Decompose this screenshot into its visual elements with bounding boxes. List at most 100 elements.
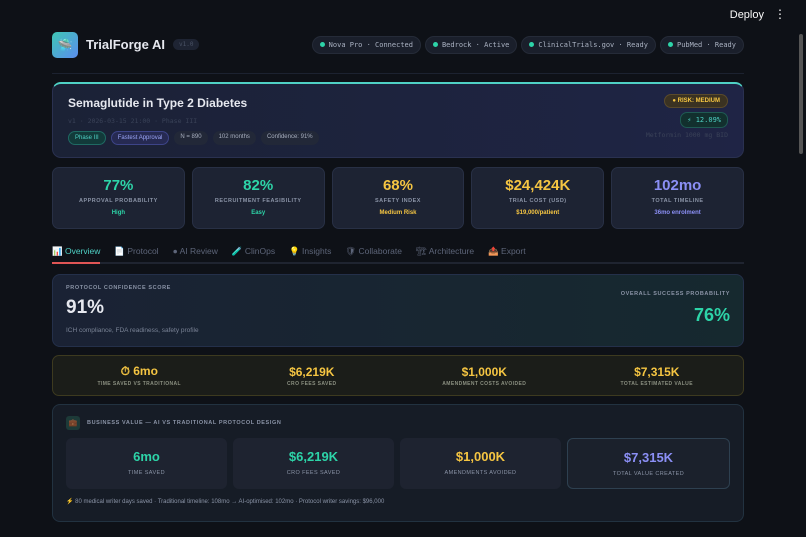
savings-banner: ⏱ 6mo TIME SAVED VS TRADITIONAL $6,219K CRO… [52, 355, 744, 396]
kpi-label: RECRUITMENT FEASIBILITY [214, 198, 302, 204]
savings-item: $6,219K CRO FEES SAVED [226, 365, 399, 387]
business-label: CRO FEES SAVED [286, 470, 341, 476]
savings-label: TIME SAVED VS TRADITIONAL [97, 381, 182, 387]
kpi-value: 77% [103, 177, 134, 194]
business-label: TOTAL VALUE CREATED [612, 471, 685, 477]
more-menu-icon[interactable]: ⋮ [774, 7, 786, 21]
tab-collaborate[interactable]: 🛡 Collaborate [345, 246, 402, 257]
business-value-card: 6mo TIME SAVED [66, 438, 227, 489]
tag-confidence: Confidence: 91% [260, 131, 319, 145]
trial-summary-card: Semaglutide in Type 2 Diabetes v1 · 2026… [52, 82, 744, 158]
business-value: $6,219K [288, 449, 339, 464]
status-text: PubMed · Ready [676, 40, 736, 49]
tab-label: Export [501, 246, 526, 256]
confidence-label: PROTOCOL CONFIDENCE SCORE [66, 285, 171, 291]
savings-item: ⏱ 6mo TIME SAVED VS TRADITIONAL [53, 364, 226, 387]
savings-value: ⏱ 6mo [120, 364, 158, 378]
savings-value: $6,219K [289, 364, 335, 379]
business-label: AMENDMENTS AVOIDED [444, 470, 517, 476]
tab-icon: ● [172, 246, 178, 256]
kpi-card: 82% RECRUITMENT FEASIBILITY Easy [191, 167, 325, 229]
tag-phase: Phase III [68, 131, 106, 145]
kpi-label: APPROVAL PROBABILITY [78, 198, 158, 204]
tab-clinops[interactable]: 🧪 ClinOps [232, 246, 275, 257]
status-dot-icon [529, 42, 535, 47]
business-value-panel: 💼 BUSINESS VALUE — AI VS TRADITIONAL PRO… [52, 404, 744, 522]
tab-label: Overview [64, 246, 101, 256]
confidence-description: ICH compliance, FDA readiness, safety pr… [66, 327, 199, 334]
status-pills: Nova Pro · Connected Bedrock · Active Cl… [311, 35, 744, 54]
risk-badge: ● RISK: MEDIUM [664, 94, 728, 108]
app-header: 🛸 TrialForge AI v1.0 Nova Pro · Connecte… [52, 30, 744, 74]
kpi-value: 68% [382, 177, 413, 194]
tag-strategy: Fastest Approval [110, 131, 170, 145]
business-value-card: $7,315K TOTAL VALUE CREATED [567, 438, 730, 489]
tab-icon: 📤 [488, 246, 499, 256]
tab-label: Architecture [428, 246, 475, 256]
tab-ai-review[interactable]: ● AI Review [173, 246, 218, 257]
app-toolbar: Deploy ⋮ [0, 0, 806, 30]
comparator-text: Metformin 1000 mg BID [645, 131, 728, 139]
status-text: Bedrock · Active [441, 40, 510, 49]
status-pill: ClinicalTrials.gov · Ready [521, 35, 656, 54]
business-footnote: ⚡ 80 medical writer days saved · Traditi… [66, 499, 385, 505]
tab-insights[interactable]: 💡 Insights [289, 246, 331, 257]
kpi-label: TOTAL TIMELINE [651, 198, 704, 204]
kpi-row: 77% APPROVAL PROBABILITY High 82% RECRUITMEN… [52, 167, 744, 229]
trial-meta: v1 · 2026-03-15 21:00 · Phase III [68, 117, 198, 125]
tab-bar: 📊 Overview 📄 Protocol ● AI Review 🧪 ClinOps… [52, 246, 744, 264]
kpi-subtext: High [111, 210, 126, 216]
status-dot-icon [319, 42, 325, 47]
savings-label: CRO FEES SAVED [287, 380, 337, 387]
status-dot-icon [667, 42, 673, 47]
brand-name: TrialForge AI [86, 37, 165, 52]
kpi-card: $24,424K TRIAL COST (USD) $19,000/patient [471, 167, 605, 229]
savings-value: $1,000K [461, 364, 507, 379]
success-value: 76% [693, 305, 730, 325]
risk-text: RISK: MEDIUM [677, 98, 720, 104]
kpi-value: 82% [243, 177, 274, 194]
savings-item: $7,315K TOTAL ESTIMATED VALUE [571, 365, 744, 387]
tab-export[interactable]: 📤 Export [488, 246, 526, 257]
main-content: 🛸 TrialForge AI v1.0 Nova Pro · Connecte… [52, 30, 744, 522]
effect-badge: ⚡ 12.09% [680, 112, 728, 128]
scrollbar-thumb[interactable] [799, 34, 803, 154]
tag-sample-size: N = 890 [174, 131, 208, 145]
tab-architecture[interactable]: 🏗 Architecture [416, 246, 474, 257]
tab-label: Protocol [127, 246, 159, 256]
success-label: OVERALL SUCCESS PROBABILITY [620, 291, 730, 297]
status-dot-icon [432, 42, 438, 47]
confidence-value: 91% [66, 297, 105, 318]
kpi-card: 102mo TOTAL TIMELINE 36mo enrolment [611, 167, 744, 229]
status-text: Nova Pro · Connected [328, 40, 413, 49]
deploy-button[interactable]: Deploy [729, 9, 764, 21]
tab-protocol[interactable]: 📄 Protocol [114, 246, 158, 257]
status-text: ClinicalTrials.gov · Ready [538, 40, 648, 49]
tag-duration: 102 months [212, 131, 256, 145]
tab-label: ClinOps [244, 246, 276, 256]
business-value: $7,315K [623, 450, 674, 465]
savings-value: $7,315K [634, 364, 680, 379]
business-label: TIME SAVED [128, 470, 165, 476]
scrollbar[interactable] [798, 30, 804, 530]
tab-overview[interactable]: 📊 Overview [52, 246, 101, 264]
business-value-card: $1,000K AMENDMENTS AVOIDED [400, 438, 561, 489]
tab-label: Insights [302, 246, 332, 256]
kpi-subtext: Medium Risk [379, 210, 417, 216]
kpi-card: 68% SAFETY INDEX Medium Risk [331, 167, 465, 229]
tab-icon: 📄 [114, 246, 125, 256]
savings-item: $1,000K AMENDMENT COSTS AVOIDED [398, 365, 571, 387]
tab-icon: 🛡 [345, 246, 357, 256]
kpi-subtext: Easy [251, 210, 266, 216]
logo-icon: 🛸 [52, 31, 78, 58]
tab-label: AI Review [179, 246, 218, 256]
savings-label: AMENDMENT COSTS AVOIDED [442, 380, 527, 387]
confidence-card: PROTOCOL CONFIDENCE SCORE 91% ICH compli… [52, 274, 744, 347]
status-pill: Bedrock · Active [424, 35, 518, 54]
briefcase-icon: 💼 [66, 416, 80, 430]
kpi-value: 102mo [653, 177, 702, 194]
business-value: $1,000K [455, 449, 506, 464]
tab-icon: 🧪 [231, 246, 243, 256]
business-value-card: $6,219K CRO FEES SAVED [233, 438, 394, 489]
kpi-subtext: 36mo enrolment [654, 210, 701, 216]
